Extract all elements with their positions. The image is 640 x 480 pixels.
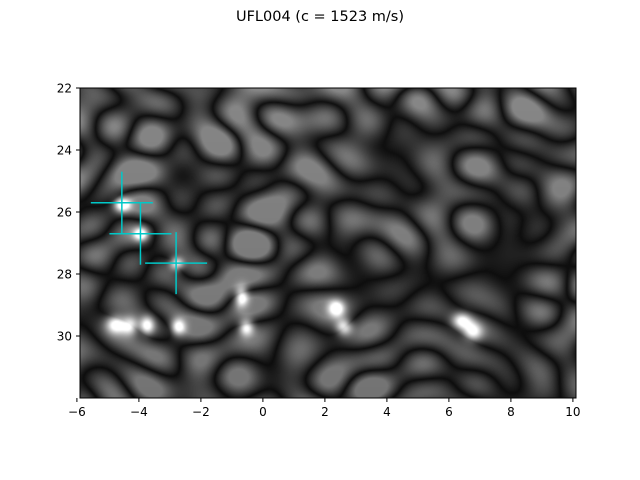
axes-frame [79, 87, 577, 399]
x-tick-label: 4 [383, 405, 391, 419]
x-tick-label: 10 [565, 405, 580, 419]
ultrasound-image-holder [80, 88, 576, 398]
chart-title: UFL004 (c = 1523 m/s) [236, 9, 404, 25]
x-tick-label: 2 [321, 405, 329, 419]
y-tick-label: 28 [57, 268, 72, 282]
x-axis: −6 −4 −2 0 2 4 6 8 10 [68, 398, 581, 419]
x-tick-label: 0 [259, 405, 267, 419]
x-tick-label: 8 [507, 405, 515, 419]
x-tick-label: −4 [130, 405, 148, 419]
y-tick-label: 26 [57, 206, 72, 220]
x-tick-label: 6 [445, 405, 453, 419]
plot-area [79, 87, 577, 399]
marker-layer [90, 171, 208, 295]
x-tick-label: −2 [192, 405, 210, 419]
y-tick-label: 30 [57, 330, 72, 344]
y-tick-label: 24 [57, 144, 72, 158]
ultrasound-heatmap [80, 88, 576, 398]
y-tick-label: 22 [57, 82, 72, 96]
y-axis: 22 24 26 28 30 [57, 82, 80, 344]
x-tick-label: −6 [68, 405, 86, 419]
